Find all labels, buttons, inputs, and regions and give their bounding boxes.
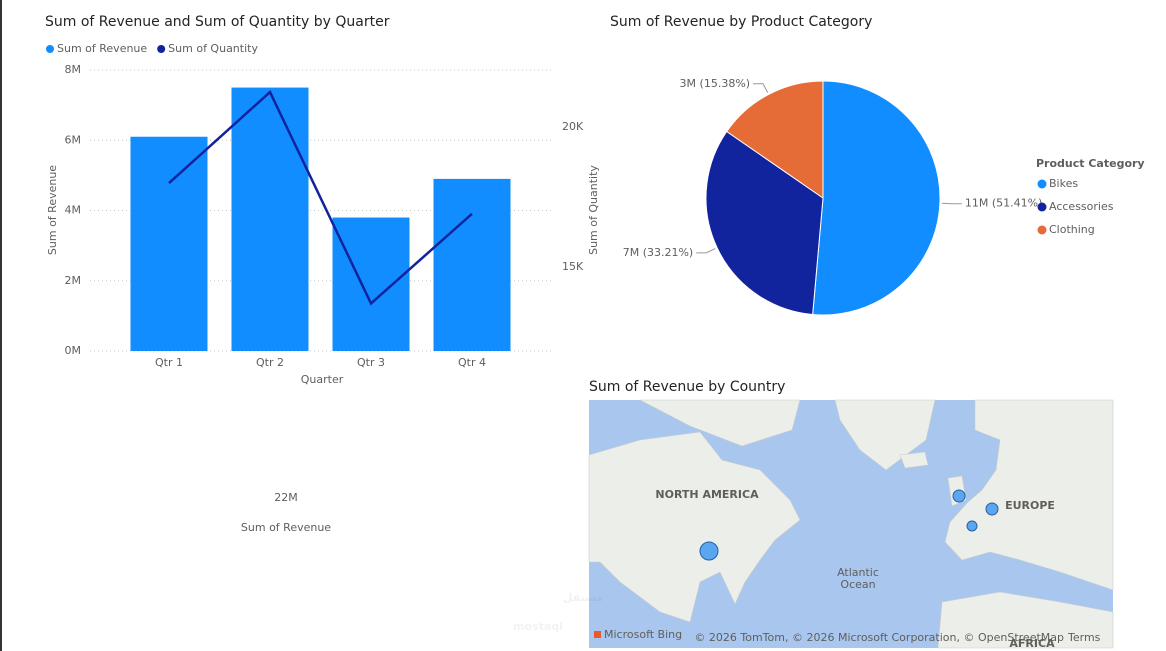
ocean-label: Ocean (840, 578, 875, 591)
card-value: 22M (274, 491, 298, 504)
line (168, 90, 473, 306)
y-tick-label: 2M (65, 274, 82, 287)
pie-slice (812, 80, 941, 316)
data-label: 11M (51.41%) (965, 197, 1043, 210)
map-land (944, 399, 1114, 591)
x-tick-label: Qtr 3 (357, 356, 385, 369)
map-land (639, 399, 801, 447)
ocean-label: Atlantic (837, 566, 879, 579)
map-land (834, 399, 936, 471)
bar (231, 87, 309, 351)
pie-slice (705, 130, 824, 316)
y-tick-label: 0M (65, 344, 82, 357)
chart-title: Sum of Revenue and Sum of Quantity by Qu… (45, 14, 390, 30)
legend-label: Sum of Revenue (57, 42, 147, 55)
x-tick-label: Qtr 4 (458, 356, 486, 369)
bar (332, 217, 410, 351)
x-tick-label: Qtr 1 (155, 356, 183, 369)
legend-marker (1037, 179, 1047, 189)
bing-logo-icon (594, 631, 601, 638)
y2-axis-title: Sum of Quantity (587, 165, 600, 255)
left-border (0, 0, 2, 651)
y2-tick-label: 20K (562, 120, 584, 133)
map-bubble (966, 520, 978, 532)
terms-link[interactable]: Terms (1067, 631, 1101, 644)
data-label: 3M (15.38%) (680, 77, 751, 90)
bing-logo: Microsoft Bing (604, 628, 682, 641)
map-bubble (699, 541, 719, 561)
bar (130, 136, 208, 351)
legend-label: Accessories (1049, 200, 1114, 213)
leader-line (696, 248, 716, 254)
watermark: mostaql (513, 620, 563, 633)
bar (433, 178, 511, 351)
attribution: © 2026 TomTom, © 2026 Microsoft Corporat… (694, 631, 1064, 644)
y-axis-title: Sum of Revenue (46, 165, 59, 255)
legend-label: Bikes (1049, 177, 1078, 190)
y-tick-label: 8M (65, 63, 82, 76)
legend-label: Sum of Quantity (168, 42, 258, 55)
map-bubble (952, 489, 966, 503)
region-label: EUROPE (1005, 499, 1055, 512)
pie-slice (726, 80, 824, 199)
x-tick-label: Qtr 2 (256, 356, 284, 369)
chart-title: Sum of Revenue by Country (589, 379, 785, 395)
y-tick-label: 4M (65, 204, 82, 217)
map-bubble (985, 502, 999, 516)
y2-tick-label: 15K (562, 260, 584, 273)
legend-title: Product Category (1036, 157, 1145, 170)
map-land (899, 451, 929, 469)
legend-marker (1037, 225, 1047, 235)
leader-line (753, 83, 769, 93)
legend-marker (1037, 202, 1047, 212)
region-label: NORTH AMERICA (655, 488, 759, 501)
map-land (937, 591, 1114, 649)
card-label: Sum of Revenue (241, 521, 331, 534)
legend-marker (46, 45, 54, 53)
y-tick-label: 6M (65, 133, 82, 146)
chart-title: Sum of Revenue by Product Category (610, 14, 872, 30)
region-label: AFRICA (1009, 637, 1055, 650)
data-label: 7M (33.21%) (623, 246, 694, 259)
map-land (588, 431, 801, 623)
legend-label: Clothing (1049, 223, 1095, 236)
x-axis-title: Quarter (301, 373, 344, 386)
legend-marker (157, 45, 166, 53)
watermark: مستقل (563, 591, 603, 604)
